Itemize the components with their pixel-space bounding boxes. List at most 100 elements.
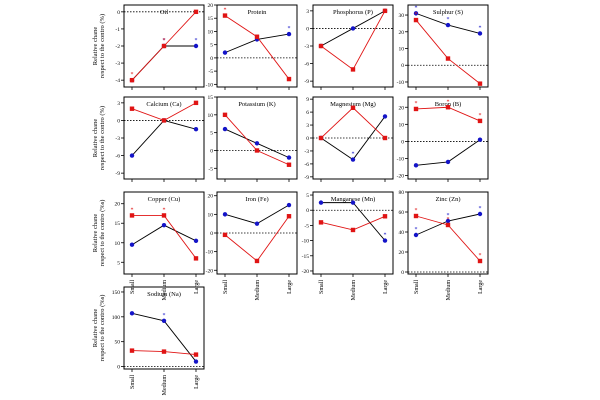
data-point — [254, 258, 260, 264]
x-tick-label: Medium — [162, 375, 168, 396]
significance-star: * — [384, 233, 387, 239]
data-point — [161, 118, 167, 123]
series-line — [132, 214, 197, 259]
data-point — [222, 232, 228, 238]
data-point — [129, 348, 135, 353]
data-point — [286, 155, 292, 160]
data-point — [193, 359, 199, 364]
data-point — [193, 256, 199, 261]
data-point — [161, 213, 167, 218]
y-tick-label: 10 — [399, 122, 405, 128]
data-point — [350, 26, 356, 31]
data-point — [382, 135, 388, 141]
data-point — [413, 17, 419, 23]
significance-star: * — [224, 8, 227, 14]
data-point — [445, 218, 451, 224]
data-point — [350, 227, 356, 233]
y-tick-label: 0 — [210, 56, 213, 62]
series-line — [415, 19, 481, 85]
y-tick-label: -3 — [115, 61, 120, 67]
y-tick-label: 100 — [112, 315, 121, 321]
data-point — [350, 200, 356, 205]
x-tick-label: Medium — [446, 280, 452, 301]
y-tick-label: 9 — [306, 97, 309, 103]
data-point — [445, 159, 451, 165]
y-tick-label: 0 — [401, 139, 404, 145]
y-tick-label: 0 — [117, 10, 120, 16]
data-point — [286, 31, 292, 37]
data-point — [161, 318, 167, 323]
y-tick-label: 0 — [210, 148, 213, 154]
x-tick-label: Small — [223, 280, 229, 294]
data-point — [477, 258, 483, 264]
data-point — [382, 8, 388, 14]
y-tick-label: 15 — [208, 16, 214, 22]
significance-star: * — [131, 207, 134, 213]
y-tick-label: -9 — [115, 171, 120, 177]
panel-title: Iron (Fe) — [245, 196, 268, 203]
data-point — [413, 11, 419, 16]
panel-frame — [216, 96, 298, 180]
y-tick-label: 20 — [208, 3, 214, 9]
y-axis-label: respect to the contro (%s) — [99, 200, 106, 267]
x-tick-label: Large — [383, 280, 389, 294]
data-point — [477, 31, 483, 36]
data-point — [193, 9, 199, 15]
series-line — [131, 224, 197, 246]
y-tick-label: 80 — [399, 190, 405, 196]
y-tick-label: -10 — [397, 80, 405, 86]
significance-star: * — [415, 208, 418, 214]
significance-star: * — [479, 113, 482, 119]
data-point — [445, 222, 451, 228]
y-tick-label: 0 — [401, 270, 404, 276]
y-tick-label: 10 — [208, 113, 214, 119]
data-point — [286, 214, 292, 219]
y-tick-label: 40 — [399, 230, 405, 236]
data-point — [286, 162, 292, 167]
panel-12: Sodium (Na) 150 100 50 0 * Small Medium Large — [112, 286, 205, 396]
x-tick-label: Small — [414, 280, 420, 294]
y-tick-label: -6 — [304, 62, 309, 68]
data-point — [129, 213, 135, 218]
y-tick-label: -5 — [208, 166, 213, 172]
y-tick-label: -10 — [302, 239, 310, 245]
panel-title: Potassium (K) — [238, 101, 275, 108]
panel-title: Phosphorus (P) — [333, 9, 373, 16]
panel-title: Manganese (Mn) — [331, 196, 376, 203]
y-tick-label: 5 — [210, 43, 213, 49]
data-point — [318, 200, 324, 205]
y-tick-label: -9 — [304, 175, 309, 181]
panel-10: Manganese (Mn) 5 0 -5 -10 -15 -20 * Small Medium L… — [302, 191, 394, 300]
panel-title: Oil — [160, 9, 169, 16]
y-tick-label: 15 — [115, 221, 121, 227]
data-point — [413, 163, 419, 168]
y-tick-label: 20 — [399, 105, 405, 111]
y-tick-label: 10 — [208, 29, 214, 35]
y-tick-label: 50 — [115, 340, 121, 346]
x-tick-label: Medium — [255, 280, 261, 301]
data-point — [161, 222, 167, 228]
y-axis-label: Relative chane — [92, 27, 99, 66]
significance-star: * — [415, 5, 418, 11]
data-point — [477, 137, 483, 142]
y-tick-label: -20 — [397, 174, 405, 180]
y-tick-label: -3 — [115, 136, 120, 142]
x-tick-label: Small — [319, 280, 325, 294]
y-axis-label: respect to the contro (%) — [99, 14, 106, 78]
y-tick-label: -10 — [397, 157, 405, 163]
panel-4: Calcium (Ca) 3 0 -3 -6 -9 — [115, 96, 205, 182]
data-point — [129, 106, 135, 111]
panel-title: Calcium (Ca) — [146, 101, 181, 108]
data-point — [350, 67, 356, 72]
significance-star: * — [163, 38, 166, 44]
data-point — [129, 77, 135, 83]
significance-star: * — [288, 26, 291, 32]
y-tick-label: -6 — [304, 162, 309, 168]
y-tick-label: -3 — [304, 149, 309, 155]
y-tick-label: 3 — [306, 123, 309, 129]
significance-star: * — [163, 313, 166, 319]
data-point — [222, 13, 228, 18]
